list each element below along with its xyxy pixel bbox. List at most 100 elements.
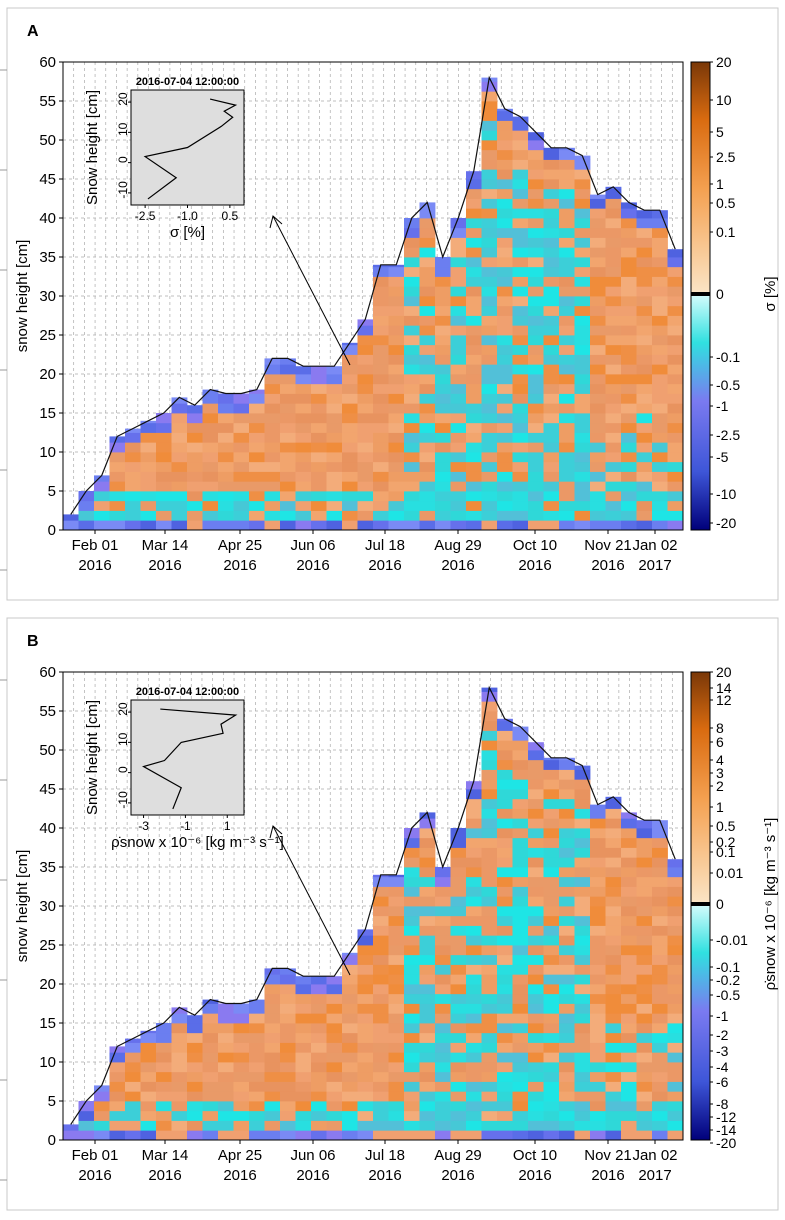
heat-cell <box>636 510 653 521</box>
heat-cell <box>590 374 606 385</box>
heat-cell <box>512 925 529 936</box>
heat-cell <box>512 296 529 307</box>
heat-cell <box>466 818 482 829</box>
heat-cell <box>419 837 436 848</box>
heat-cell <box>450 974 467 985</box>
heat-cell <box>621 1062 637 1073</box>
heat-cell <box>404 935 420 946</box>
heat-cell <box>419 1013 436 1024</box>
heat-cell <box>512 374 529 385</box>
snow-surface-line <box>70 685 676 1125</box>
heat-cell <box>202 1130 219 1141</box>
heat-cell <box>249 442 265 453</box>
heat-cell <box>497 867 513 878</box>
heat-cell <box>280 1003 296 1014</box>
heat-cell <box>156 1071 172 1082</box>
heat-cell <box>543 798 560 809</box>
heat-cell <box>419 364 436 375</box>
heat-cell <box>404 1003 420 1014</box>
heat-cell <box>636 481 653 492</box>
heat-cell <box>249 1120 265 1131</box>
heat-cell <box>481 1003 498 1014</box>
heat-cell <box>559 857 575 868</box>
colorbar-tick-label: -0.5 <box>716 377 740 393</box>
heat-cell <box>512 218 529 229</box>
heat-cell <box>156 471 172 482</box>
heat-cell <box>652 315 668 326</box>
heat-cell <box>280 1052 296 1063</box>
heat-cell <box>388 1052 405 1063</box>
x-tick-date: Aug 29 <box>434 1147 482 1164</box>
heat-cell <box>528 1032 544 1043</box>
heat-cell <box>311 374 327 385</box>
heat-cell <box>512 510 529 521</box>
heat-cell <box>528 257 544 268</box>
heat-cell <box>512 364 529 375</box>
heat-cell <box>295 1120 312 1131</box>
x-tick-year: 2016 <box>148 557 181 574</box>
x-tick-year: 2016 <box>518 557 551 574</box>
heat-cell <box>512 769 529 780</box>
heat-cell <box>373 1042 389 1053</box>
inset-profile-line <box>142 708 238 810</box>
panel-label: A <box>27 23 39 40</box>
heat-cell <box>636 218 653 229</box>
heat-cell <box>187 510 203 521</box>
heat-cell <box>342 1110 358 1121</box>
heat-cell <box>218 403 234 414</box>
heat-cell <box>419 886 436 897</box>
heat-cell <box>404 520 420 531</box>
heat-cell <box>171 413 188 424</box>
heat-cell <box>450 325 467 336</box>
heat-cell <box>574 867 591 878</box>
heat-cell <box>621 954 637 965</box>
heat-cell <box>388 1071 405 1082</box>
heat-cell <box>559 1081 575 1092</box>
heat-cell <box>357 993 374 1004</box>
heat-cell <box>605 227 622 238</box>
heat-cell <box>574 452 591 463</box>
heat-cell <box>621 1032 637 1043</box>
heat-cell <box>605 403 622 414</box>
heat-cell <box>280 1110 296 1121</box>
heat-cell <box>574 857 591 868</box>
heat-cell <box>326 452 343 463</box>
heat-cell <box>497 422 513 433</box>
heat-cell <box>171 1013 188 1024</box>
heat-cell <box>311 1052 327 1063</box>
heat-cell <box>187 452 203 463</box>
heat-cell <box>652 1013 668 1024</box>
heat-cell <box>497 257 513 268</box>
heat-cell <box>202 1023 219 1034</box>
heat-cell <box>574 1110 591 1121</box>
heat-cell <box>435 1110 451 1121</box>
heat-cell <box>419 374 436 385</box>
x-tick-date: Jun 06 <box>290 1147 335 1164</box>
heat-cell <box>512 188 529 199</box>
heat-cell <box>264 500 281 511</box>
heat-cell <box>187 405 203 414</box>
heat-cell <box>574 481 591 492</box>
heat-cell <box>373 471 389 482</box>
heat-cell <box>574 422 591 433</box>
x-tick-year: 2016 <box>441 1167 474 1184</box>
heat-cell <box>605 945 622 956</box>
heat-cell <box>590 305 606 316</box>
heat-cell <box>481 935 498 946</box>
heat-cell <box>249 1101 265 1112</box>
heat-cell <box>652 1032 668 1043</box>
heat-cell <box>326 1052 343 1063</box>
heat-cell <box>543 906 560 917</box>
heat-cell <box>605 1003 622 1014</box>
heat-cell <box>543 867 560 878</box>
heat-cell <box>140 1062 157 1073</box>
heat-cell <box>249 999 265 1004</box>
heat-cell <box>528 906 544 917</box>
heat-cell <box>590 993 606 1004</box>
heat-cell <box>497 808 513 819</box>
heat-cell <box>419 520 436 531</box>
heat-cell <box>249 1052 265 1063</box>
heat-cell <box>125 1110 141 1121</box>
heat-cell <box>419 954 436 965</box>
heat-cell <box>574 886 591 897</box>
